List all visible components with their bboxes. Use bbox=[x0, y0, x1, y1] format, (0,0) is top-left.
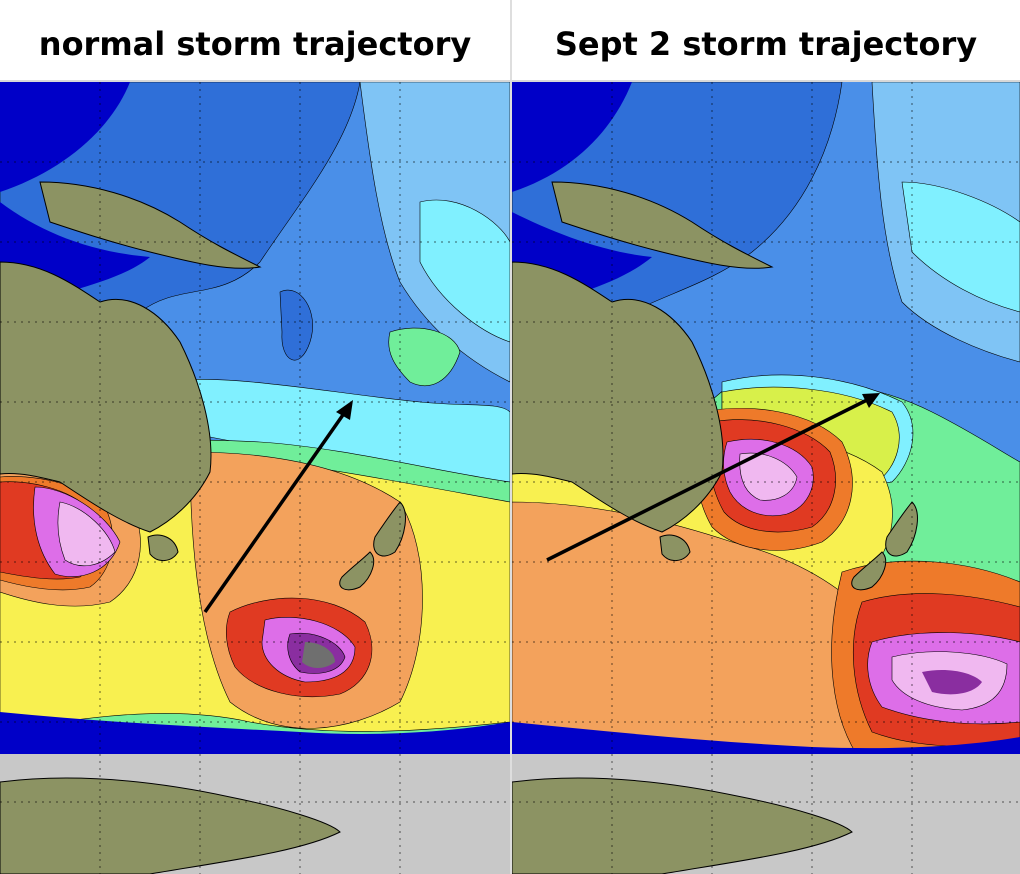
wave-height-map bbox=[0, 82, 510, 874]
wave-height-map bbox=[512, 82, 1020, 874]
trajectory-arrow-icon bbox=[203, 400, 353, 614]
panel-divider bbox=[510, 0, 512, 874]
panel-title: Sept 2 storm trajectory bbox=[554, 25, 978, 63]
panel-sept2-trajectory: Sept 2 storm trajectory bbox=[512, 0, 1020, 874]
panel-normal-trajectory: normal storm trajectory bbox=[0, 25, 510, 874]
trajectory-arrow-icon bbox=[546, 393, 880, 562]
panel-title: normal storm trajectory bbox=[38, 25, 472, 63]
